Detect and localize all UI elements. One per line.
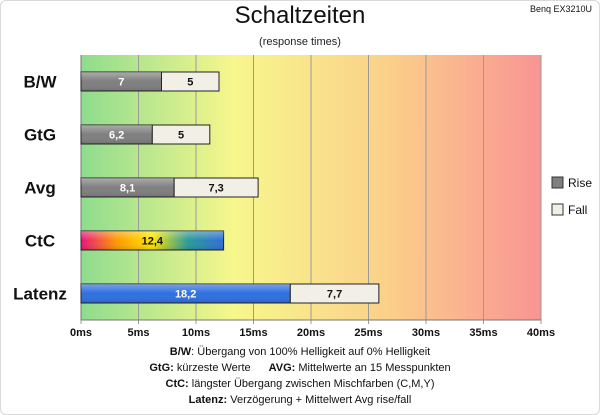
category-label: Latenz: [13, 285, 67, 304]
note-term: Latenz:: [188, 394, 228, 406]
note-term: GtG:: [149, 362, 174, 374]
note-term: AVG:: [268, 362, 296, 374]
note-text: Verzögerung + Mittelwert Avg rise/fall: [227, 394, 412, 406]
bar-fall-label: 5: [187, 77, 193, 89]
notes-block: B/W: Übergang von 100% Helligkeit auf 0%…: [0, 344, 600, 408]
bar-rise-shine: [81, 178, 175, 197]
note-text: : Übergang von 100% Helligkeit auf 0% He…: [191, 346, 431, 358]
bar-fall: [161, 71, 220, 92]
bar-rise-shine: [81, 125, 153, 144]
bar-rise-shine: [81, 72, 162, 91]
note-text: kürzeste Werte: [173, 362, 251, 374]
note-line: CtC: längster Übergang zwischen Mischfar…: [0, 376, 600, 392]
x-tick-label: 25ms: [354, 327, 382, 339]
x-tick-label: 30ms: [412, 327, 440, 339]
bar-rise-shine: [81, 231, 224, 250]
category-label: CtC: [25, 232, 55, 251]
x-tick-label: 35ms: [469, 327, 497, 339]
bar-rise-label: 12,4: [142, 236, 164, 248]
x-tick-label: 5ms: [127, 327, 149, 339]
note-text: längster Übergang zwischen Mischfarben (…: [188, 378, 435, 390]
note-text: Mittelwerte an 15 Messpunkten: [295, 362, 451, 374]
x-tick-label: 15ms: [239, 327, 267, 339]
bar-rise-label: 6,2: [109, 130, 124, 142]
bars: 7 5 6,2 5 8,1 7,3 12,4 18,2 7,7: [80, 71, 380, 304]
legend-swatch: [551, 203, 564, 216]
category-labels: B/W GtG Avg CtC Latenz: [13, 73, 67, 304]
bar-rise-label: 18,2: [175, 289, 196, 301]
category-label: Avg: [24, 179, 56, 198]
bar-fall: [289, 283, 380, 304]
bar-rise-label: 8,1: [120, 183, 135, 195]
bar-rise-shine: [81, 284, 291, 303]
note-line: Latenz: Verzögerung + Mittelwert Avg ris…: [0, 392, 600, 408]
bar-fall-label: 7,3: [208, 183, 223, 195]
bar-rise-label: 7: [118, 77, 124, 89]
bar-fall: [151, 124, 211, 145]
x-tick-label: 10ms: [182, 327, 210, 339]
x-tick-label: 20ms: [297, 327, 325, 339]
legend-swatch: [551, 176, 564, 189]
note-term: B/W: [169, 346, 192, 358]
legend-label: Fall: [568, 203, 587, 217]
x-tick-labels: 0ms 5ms 10ms 15ms 20ms 25ms 30ms 35ms 40ms: [70, 327, 555, 339]
note-term: CtC:: [165, 378, 189, 390]
category-label: B/W: [23, 73, 57, 92]
response-time-chart: 7 5 6,2 5 8,1 7,3 12,4 18,2 7,7 B/W GtG Avg CtC Late…: [13, 55, 592, 339]
chart-title: Schaltzeiten: [234, 2, 366, 29]
bar-fall-label: 5: [178, 130, 184, 142]
x-tick-label: 40ms: [527, 327, 555, 339]
x-tick-label: 0ms: [70, 327, 92, 339]
note-line: GtG: kürzeste Werte AVG: Mittelwerte an 1…: [0, 360, 600, 376]
bar-fall-label: 7,7: [327, 289, 342, 301]
note-line: B/W: Übergang von 100% Helligkeit auf 0%…: [0, 344, 600, 360]
chart-subtitle: (response times): [259, 36, 341, 48]
monitor-model-label: Benq EX3210U: [529, 4, 592, 14]
legend-label: Rise: [568, 176, 592, 190]
legend: Rise Fall: [551, 176, 592, 217]
bar-fall: [173, 177, 259, 198]
category-label: GtG: [24, 126, 56, 145]
